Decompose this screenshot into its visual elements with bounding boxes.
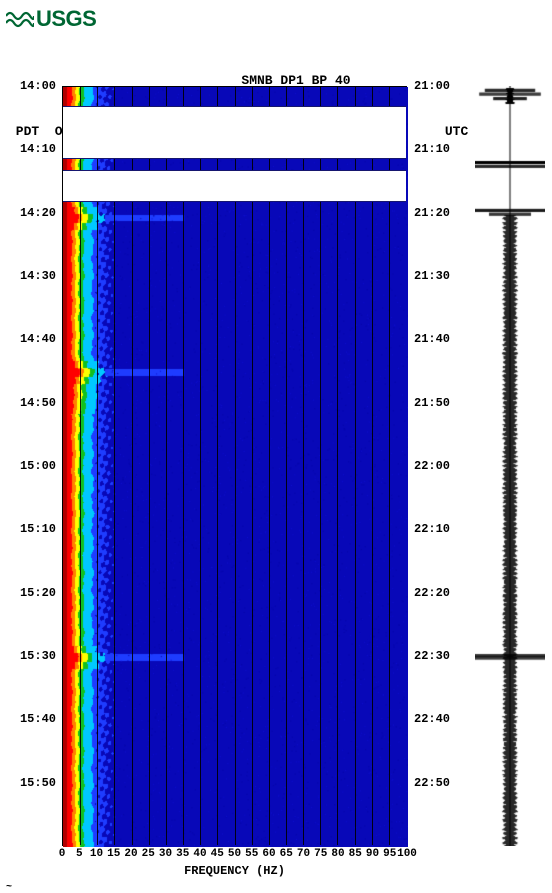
y-right-tick: 22:30 [410,649,460,663]
x-tick: 85 [349,848,362,860]
x-axis-title: FREQUENCY (HZ) [62,864,407,878]
usgs-wave-icon [6,8,34,30]
x-tick: 15 [107,848,120,860]
y-right-tick: 22:50 [410,776,460,790]
x-tick: 55 [245,848,258,860]
usgs-logo: USGS [6,6,96,32]
y-right-tick: 21:20 [410,206,460,220]
y-axis-left-pdt: 14:0014:1014:2014:3014:4014:5015:0015:10… [0,86,60,846]
y-right-tick: 22:20 [410,586,460,600]
y-left-tick: 14:50 [0,396,60,410]
y-right-tick: 22:40 [410,712,460,726]
x-tick: 10 [90,848,103,860]
y-left-tick: 14:00 [0,79,60,93]
x-tick: 0 [59,848,66,860]
waveform-canvas [475,86,545,846]
x-tick: 25 [142,848,155,860]
x-tick: 50 [228,848,241,860]
waveform-strip [475,86,545,846]
y-left-tick: 15:20 [0,586,60,600]
x-tick: 35 [176,848,189,860]
y-right-tick: 21:40 [410,332,460,346]
x-tick: 60 [262,848,275,860]
y-left-tick: 15:10 [0,522,60,536]
x-tick: 80 [331,848,344,860]
x-tick: 20 [124,848,137,860]
x-tick: 45 [211,848,224,860]
x-tick: 65 [280,848,293,860]
y-right-tick: 21:30 [410,269,460,283]
y-left-tick: 14:10 [0,142,60,156]
data-gap [63,106,406,159]
y-left-tick: 15:40 [0,712,60,726]
footer-mark: ~ [6,882,12,893]
y-right-tick: 22:00 [410,459,460,473]
usgs-logo-text: USGS [36,6,96,32]
y-left-tick: 14:20 [0,206,60,220]
y-axis-right-utc: 21:0021:1021:2021:3021:4021:5022:0022:10… [410,86,460,846]
y-right-tick: 21:00 [410,79,460,93]
y-left-tick: 15:50 [0,776,60,790]
y-left-tick: 14:30 [0,269,60,283]
y-right-tick: 22:10 [410,522,460,536]
spectrogram-plot [62,86,407,846]
x-tick: 70 [297,848,310,860]
x-tick: 30 [159,848,172,860]
x-tick: 5 [76,848,83,860]
x-tick: 90 [366,848,379,860]
data-gap [63,170,406,202]
x-tick: 75 [314,848,327,860]
y-left-tick: 15:00 [0,459,60,473]
x-tick: 95 [383,848,396,860]
y-right-tick: 21:10 [410,142,460,156]
x-tick: 100 [397,848,417,860]
y-left-tick: 15:30 [0,649,60,663]
x-tick: 40 [193,848,206,860]
y-left-tick: 14:40 [0,332,60,346]
y-right-tick: 21:50 [410,396,460,410]
